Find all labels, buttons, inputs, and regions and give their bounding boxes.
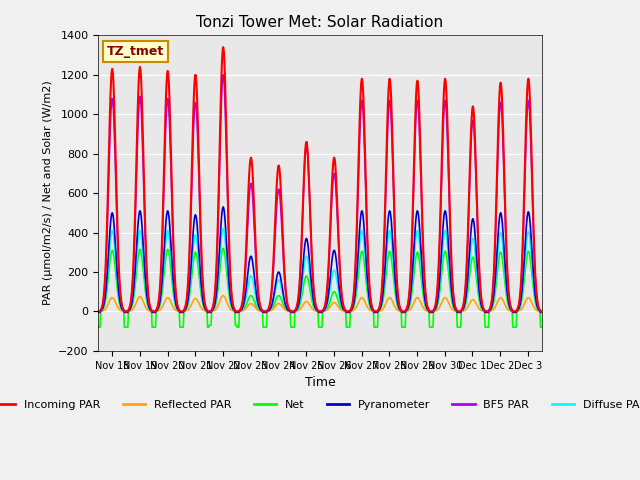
Diffuse PAR <box>147 307 154 313</box>
Diffuse PAR <box>228 305 236 311</box>
Pyranometer <box>95 310 102 315</box>
Incoming PAR <box>538 309 545 314</box>
BF5 PAR <box>538 309 545 314</box>
Reflected PAR <box>95 309 102 314</box>
BF5 PAR <box>228 300 236 305</box>
Reflected PAR <box>390 302 398 308</box>
Incoming PAR <box>95 309 102 314</box>
BF5 PAR <box>220 72 227 78</box>
Diffuse PAR <box>95 309 102 314</box>
Line: Reflected PAR: Reflected PAR <box>99 296 541 312</box>
Pyranometer <box>538 310 545 315</box>
Reflected PAR <box>365 307 373 312</box>
Pyranometer <box>220 204 227 210</box>
Legend: Incoming PAR, Reflected PAR, Net, Pyranometer, BF5 PAR, Diffuse PAR: Incoming PAR, Reflected PAR, Net, Pyrano… <box>0 396 640 415</box>
BF5 PAR <box>390 216 398 222</box>
Incoming PAR <box>365 282 373 288</box>
Reflected PAR <box>228 308 236 314</box>
Net <box>538 324 545 330</box>
Net <box>228 306 236 312</box>
Pyranometer <box>268 304 275 310</box>
Pyranometer <box>390 264 398 270</box>
BF5 PAR <box>147 305 154 311</box>
Net <box>365 301 373 307</box>
Diffuse PAR <box>268 305 275 311</box>
Diffuse PAR <box>390 273 398 279</box>
Diffuse PAR <box>250 286 258 292</box>
Incoming PAR <box>250 212 258 217</box>
Reflected PAR <box>250 303 258 309</box>
Reflected PAR <box>147 308 154 314</box>
Pyranometer <box>250 274 258 279</box>
Diffuse PAR <box>220 226 227 231</box>
Y-axis label: PAR (μmol/m2/s) / Net and Solar (W/m2): PAR (μmol/m2/s) / Net and Solar (W/m2) <box>42 81 52 305</box>
Pyranometer <box>228 305 236 311</box>
Incoming PAR <box>228 299 236 304</box>
BF5 PAR <box>268 295 275 300</box>
Diffuse PAR <box>365 300 373 305</box>
Net <box>268 307 275 312</box>
Net <box>220 245 227 251</box>
Line: Incoming PAR: Incoming PAR <box>99 47 541 312</box>
Incoming PAR <box>268 292 275 298</box>
BF5 PAR <box>365 285 373 290</box>
Reflected PAR <box>220 293 227 299</box>
Pyranometer <box>147 307 154 312</box>
Title: Tonzi Tower Met: Solar Radiation: Tonzi Tower Met: Solar Radiation <box>196 15 444 30</box>
Reflected PAR <box>538 309 545 314</box>
Net <box>250 299 258 304</box>
X-axis label: Time: Time <box>305 376 335 389</box>
Net <box>390 282 398 288</box>
Incoming PAR <box>390 206 398 212</box>
Line: Diffuse PAR: Diffuse PAR <box>99 228 541 312</box>
Line: Net: Net <box>99 248 541 327</box>
Incoming PAR <box>220 44 227 50</box>
Pyranometer <box>365 297 373 303</box>
Line: Pyranometer: Pyranometer <box>99 207 541 312</box>
Text: TZ_tmet: TZ_tmet <box>108 45 164 58</box>
BF5 PAR <box>95 309 102 314</box>
Diffuse PAR <box>538 309 545 314</box>
Incoming PAR <box>147 305 154 311</box>
BF5 PAR <box>250 228 258 234</box>
Net <box>147 308 154 313</box>
Line: BF5 PAR: BF5 PAR <box>99 75 541 312</box>
Reflected PAR <box>268 308 275 313</box>
Net <box>95 324 102 330</box>
